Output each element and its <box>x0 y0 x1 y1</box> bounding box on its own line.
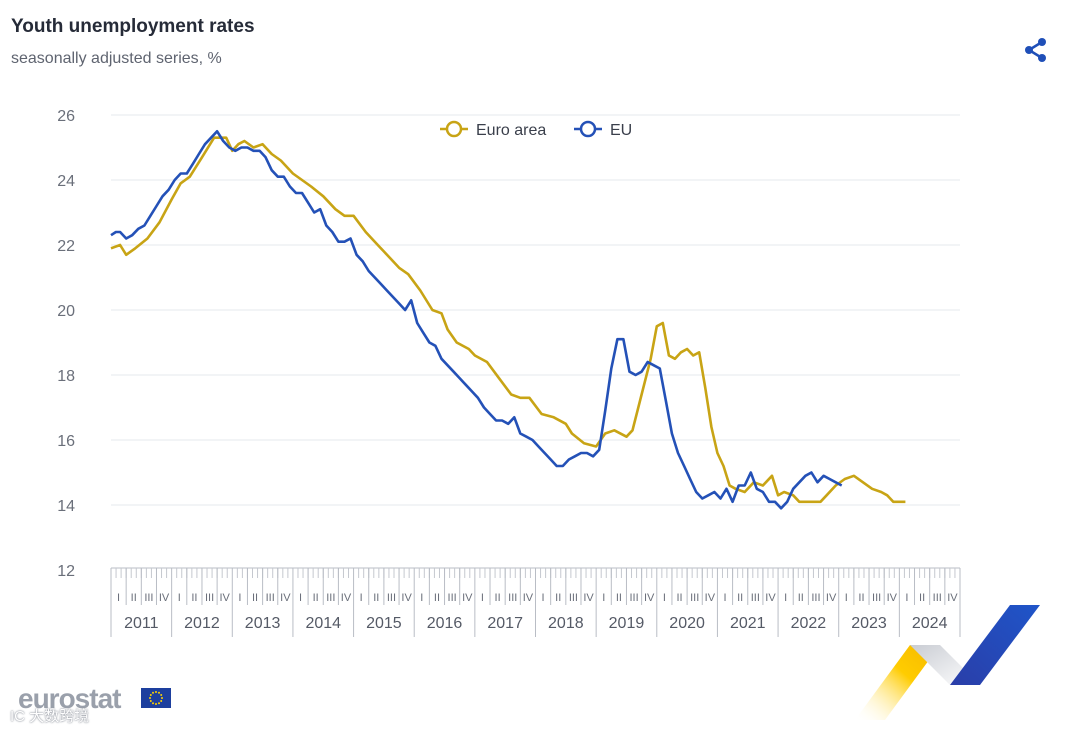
quarter-label: IV <box>280 592 291 604</box>
quarter-label: I <box>784 592 787 604</box>
eurostat-logo: eurostat <box>18 683 121 714</box>
quarter-label: III <box>205 592 214 604</box>
quarter-label: III <box>811 592 820 604</box>
quarter-label: III <box>872 592 881 604</box>
year-label: 2014 <box>305 615 341 632</box>
quarter-label: II <box>434 592 440 604</box>
eu-flag-icon <box>141 688 171 708</box>
quarter-label: III <box>690 592 699 604</box>
year-label: 2017 <box>487 615 523 632</box>
legend-label: Euro area <box>476 122 546 139</box>
y-tick-label: 12 <box>57 563 75 580</box>
y-tick-label: 14 <box>57 498 75 515</box>
quarter-label: III <box>933 592 942 604</box>
grid-lines <box>111 114 960 506</box>
quarter-label: I <box>360 592 363 604</box>
quarter-label: II <box>798 592 804 604</box>
quarter-label: IV <box>159 592 170 604</box>
quarter-label: IV <box>765 592 776 604</box>
year-label: 2020 <box>669 615 705 632</box>
quarter-label: I <box>602 592 605 604</box>
quarter-label: II <box>373 592 379 604</box>
quarter-label: I <box>542 592 545 604</box>
quarter-label: I <box>481 592 484 604</box>
chart-subtitle: seasonally adjusted series, % <box>11 50 222 67</box>
quarter-label: II <box>676 592 682 604</box>
quarter-label: IV <box>644 592 655 604</box>
legend-marker <box>445 120 463 138</box>
quarter-label: III <box>569 592 578 604</box>
quarter-label: III <box>448 592 457 604</box>
quarter-label: II <box>858 592 864 604</box>
year-label: 2023 <box>851 615 887 632</box>
year-label: 2019 <box>609 615 645 632</box>
y-tick-label: 26 <box>57 108 75 125</box>
quarter-label: I <box>845 592 848 604</box>
quarter-label: II <box>555 592 561 604</box>
year-label: 2013 <box>245 615 281 632</box>
quarter-label: II <box>252 592 258 604</box>
year-label: 2016 <box>427 615 463 632</box>
quarter-label: III <box>751 592 760 604</box>
quarter-label: IV <box>826 592 837 604</box>
year-label: 2024 <box>912 615 948 632</box>
chart-title: Youth unemployment rates <box>11 16 255 37</box>
quarter-label: IV <box>705 592 716 604</box>
series-line-eu <box>110 130 843 510</box>
year-label: 2021 <box>730 615 766 632</box>
y-tick-label: 18 <box>57 368 75 385</box>
eurostat-decoration <box>850 600 1050 725</box>
quarter-label: IV <box>887 592 898 604</box>
quarter-label: IV <box>523 592 534 604</box>
quarter-label: I <box>905 592 908 604</box>
quarter-label: I <box>723 592 726 604</box>
y-tick-label: 22 <box>57 238 75 255</box>
year-label: 2012 <box>184 615 220 632</box>
quarter-label: IV <box>220 592 231 604</box>
quarter-label: III <box>508 592 517 604</box>
quarter-label: III <box>387 592 396 604</box>
legend-label: EU <box>610 122 632 139</box>
quarter-label: II <box>131 592 137 604</box>
quarter-label: IV <box>947 592 958 604</box>
quarter-label: I <box>299 592 302 604</box>
quarter-label: I <box>420 592 423 604</box>
year-label: 2018 <box>548 615 584 632</box>
quarter-label: I <box>178 592 181 604</box>
quarter-label: IV <box>583 592 594 604</box>
y-tick-label: 16 <box>57 433 75 450</box>
quarter-label: II <box>191 592 197 604</box>
series-line-euro-area <box>110 136 906 504</box>
quarter-label: III <box>629 592 638 604</box>
y-tick-label: 20 <box>57 303 75 320</box>
quarter-label: I <box>117 592 120 604</box>
quarter-label: I <box>238 592 241 604</box>
quarter-label: II <box>313 592 319 604</box>
year-label: 2022 <box>791 615 827 632</box>
legend-marker <box>579 120 597 138</box>
series-lines <box>110 130 906 510</box>
legend: Euro area EU <box>440 120 632 139</box>
watermark: IC 大数跨境 <box>10 708 90 725</box>
quarter-label: III <box>266 592 275 604</box>
share-icon[interactable] <box>1022 36 1050 64</box>
y-tick-label: 24 <box>57 173 75 190</box>
quarter-label: I <box>663 592 666 604</box>
quarter-label: III <box>144 592 153 604</box>
quarter-label: II <box>616 592 622 604</box>
year-label: 2011 <box>124 615 159 632</box>
quarter-label: IV <box>341 592 352 604</box>
quarter-label: II <box>737 592 743 604</box>
year-label: 2015 <box>366 615 402 632</box>
y-axis: 12 14 16 18 20 22 24 26 <box>57 108 75 580</box>
quarter-label: III <box>326 592 335 604</box>
quarter-label: IV <box>401 592 412 604</box>
quarter-label: II <box>919 592 925 604</box>
quarter-label: IV <box>462 592 473 604</box>
quarter-label: II <box>495 592 501 604</box>
